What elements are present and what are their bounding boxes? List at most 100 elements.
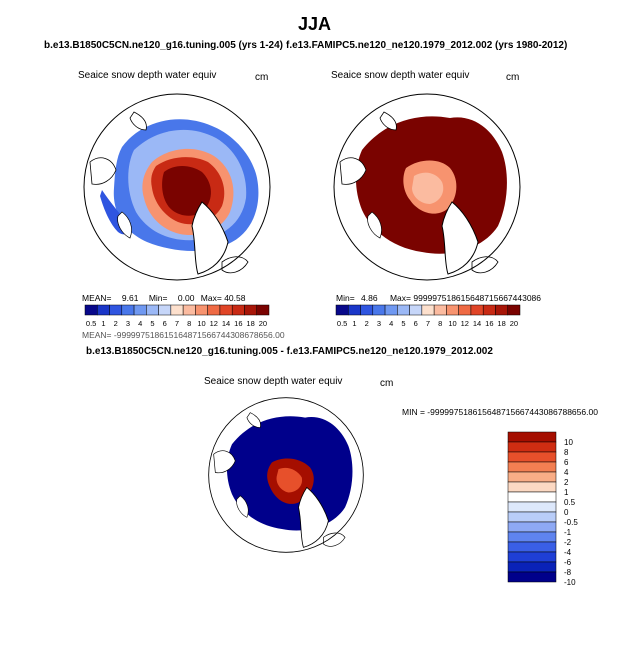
colorbar-swatch	[384, 304, 398, 316]
colorbar-swatch	[482, 304, 496, 316]
diff-colorbar-swatch	[507, 571, 557, 583]
land-alaska	[379, 111, 397, 131]
right-panel-title: f.e13.FAMIPC5.ne120_ne120.1979_2012.002 …	[286, 40, 568, 51]
right-min-value: 4.86	[361, 293, 378, 303]
colorbar-tick-label: 0.5	[337, 319, 347, 328]
colorbar-tick-label: 1	[101, 319, 105, 328]
colorbar-swatch	[397, 304, 410, 316]
land-siberia	[339, 157, 367, 185]
colorbar-swatch	[256, 304, 270, 316]
colorbar-tick-label: 10	[197, 319, 205, 328]
right-max-value: 999997518615648715667443086	[413, 293, 542, 303]
right-mean-value: -999997518615164871566744308678656.00	[113, 330, 285, 340]
diff-colorbar-tick-label: 2	[564, 478, 569, 487]
season-title: JJA	[297, 14, 332, 34]
diff-colorbar-swatch	[507, 511, 557, 523]
colorbar-tick-label: 16	[234, 319, 242, 328]
colorbar-swatch	[433, 304, 447, 316]
diff-colorbar-swatch	[507, 521, 557, 533]
land-canada-island	[117, 211, 132, 239]
diff-colorbar-swatch	[507, 441, 557, 453]
colorbar-swatch	[109, 304, 123, 316]
right-stats-line: Min= 4.86 Max= 9999975186156487156674430…	[336, 293, 541, 303]
left-min-value: 0.00	[177, 293, 195, 303]
land-siberia	[89, 157, 117, 185]
diff-colorbar-tick-label: -10	[564, 578, 576, 587]
diff-colorbar-swatch	[507, 541, 557, 553]
land-greenland	[298, 486, 329, 548]
right-mean-line: MEAN= -999997518615164871566744308678656…	[82, 330, 285, 340]
colorbar-swatch	[133, 304, 147, 316]
diff-stats-line: MIN = -999997518615648715667443086788656…	[402, 407, 598, 417]
diff-colorbar-swatch	[507, 481, 557, 493]
land-scandinavia	[323, 532, 346, 547]
left-mean-label: MEAN=	[82, 293, 112, 303]
colorbar-tick-label: 4	[389, 319, 393, 328]
diff-colorbar-tick-label: 4	[564, 468, 569, 477]
diff-colorbar-tick-label: -0.5	[564, 518, 578, 527]
land-scandinavia	[221, 256, 249, 274]
colorbar-swatch	[207, 304, 221, 316]
diff-colorbar-swatch	[507, 461, 557, 473]
colorbar-tick-label: 14	[473, 319, 481, 328]
colorbar-tick-label: 3	[377, 319, 381, 328]
colorbar-tick-label: 10	[448, 319, 456, 328]
left-units-label: cm	[255, 72, 269, 83]
colorbar-tick-label: 7	[175, 319, 179, 328]
ice-field-obs-low	[412, 172, 444, 204]
colorbar-tick-label: 20	[510, 319, 518, 328]
diff-colorbar-swatch	[507, 491, 557, 503]
land-canada-island	[367, 211, 382, 239]
difference-polar-map	[208, 397, 364, 553]
diff-min-label: MIN =	[402, 407, 425, 417]
right-variable-label: Seaice snow depth water equiv	[331, 70, 470, 81]
colorbar-swatch	[348, 304, 361, 316]
diff-colorbar-tick-label: 8	[564, 448, 569, 457]
colorbar-tick-label: 5	[150, 319, 154, 328]
colorbar-tick-label: 8	[187, 319, 191, 328]
land-greenland	[191, 201, 229, 275]
right-max-label: Max=	[389, 293, 411, 303]
diff-colorbar-swatch	[507, 471, 557, 483]
colorbar-swatch	[360, 304, 374, 316]
left-max-label: Max=	[200, 293, 222, 303]
land-greenland	[441, 201, 479, 275]
colorbar-swatch	[372, 304, 386, 316]
right-colorbar: 0.5 1 2 3 4 5 6 7 8 10 12 14 16 18 20	[335, 304, 521, 328]
left-min-label: Min=	[148, 293, 168, 303]
left-panel-title: b.e13.B1850C5CN.ne120_g16.tuning.005 (yr…	[44, 40, 283, 51]
diff-min-value: -999997518615648715667443086788656.00	[427, 407, 598, 417]
diff-colorbar-swatch	[507, 561, 557, 573]
left-max-value: 40.58	[224, 293, 246, 303]
colorbar-swatch	[409, 304, 423, 316]
diff-colorbar-tick-label: -8	[564, 568, 572, 577]
diff-colorbar-swatch	[507, 501, 557, 513]
colorbar-swatch	[244, 304, 257, 316]
diff-colorbar-swatch	[507, 531, 557, 543]
colorbar-swatch	[495, 304, 508, 316]
diff-colorbar-tick-label: 6	[564, 458, 569, 467]
land-canada-island	[236, 495, 249, 518]
colorbar-swatch	[84, 304, 98, 316]
diff-variable-label: Seaice snow depth water equiv	[204, 376, 343, 387]
colorbar-swatch	[231, 304, 245, 316]
ice-field-core	[162, 166, 211, 216]
right-mean-label: MEAN=	[82, 330, 112, 340]
left-polar-map	[83, 93, 271, 281]
difference-panel-title: b.e13.B1850C5CN.ne120_g16.tuning.005 - f…	[86, 346, 493, 357]
right-min-label: Min=	[336, 293, 355, 303]
land-siberia	[213, 450, 236, 474]
diff-field-positive-core	[276, 467, 303, 493]
colorbar-tick-label: 5	[401, 319, 405, 328]
colorbar-swatch	[182, 304, 196, 316]
colorbar-tick-label: 18	[497, 319, 505, 328]
left-mean-value: 9.61	[121, 293, 139, 303]
land-alaska	[129, 111, 147, 131]
colorbar-swatch	[158, 304, 172, 316]
colorbar-tick-label: 18	[246, 319, 254, 328]
colorbar-tick-label: 2	[114, 319, 118, 328]
colorbar-tick-label: 12	[461, 319, 469, 328]
diff-colorbar-tick-label: 0.5	[564, 498, 576, 507]
colorbar-swatch	[170, 304, 184, 316]
diff-colorbar-swatch	[507, 431, 557, 443]
